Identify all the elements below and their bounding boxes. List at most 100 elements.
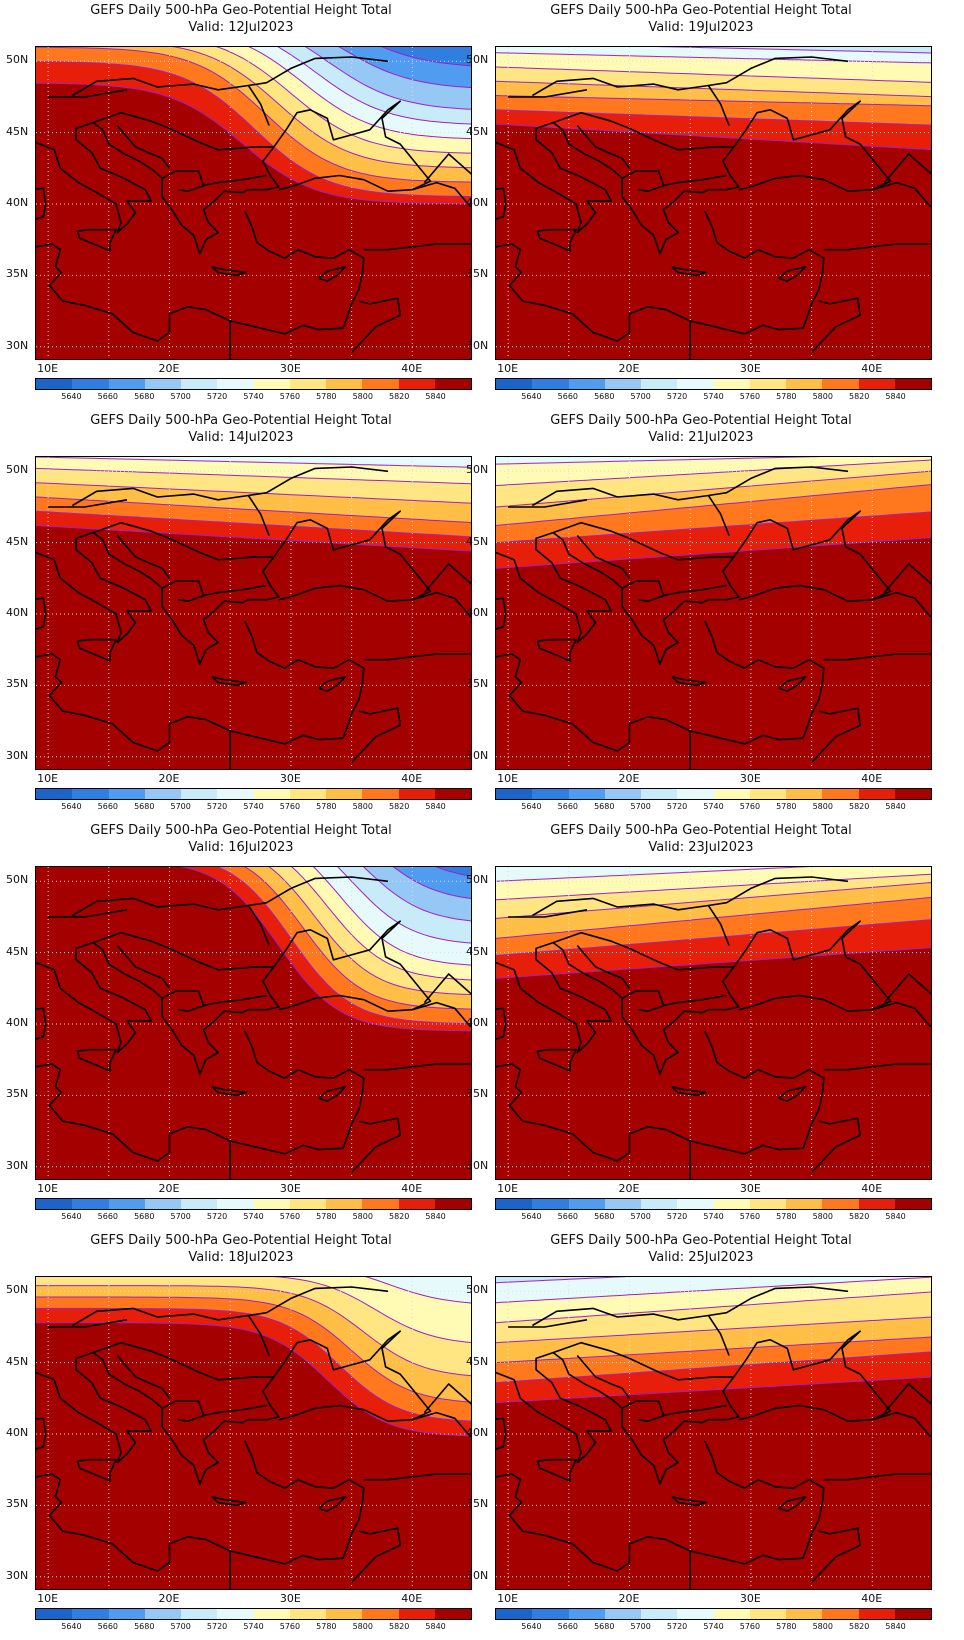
colorbar-label: 5740 <box>703 1212 724 1221</box>
colorbar-label: 5780 <box>776 1212 797 1221</box>
colorbar-swatch <box>822 1609 859 1619</box>
colorbar-label: 5800 <box>352 392 373 401</box>
coastline <box>883 973 931 1004</box>
colorbar-label: 5700 <box>630 1622 651 1631</box>
coastline <box>92 931 274 971</box>
coastline <box>496 941 613 1054</box>
lat-label: 30N <box>6 338 29 352</box>
coastline <box>92 920 432 1075</box>
colorbar-label: 5720 <box>206 1212 228 1221</box>
colorbar-swatch <box>398 789 435 799</box>
colorbar-swatch <box>713 1609 750 1619</box>
lon-label: 40E <box>861 1182 883 1195</box>
colorbar-label: 5700 <box>630 392 651 401</box>
colorbar-label: 5820 <box>848 1212 870 1221</box>
colorbar-label: 5680 <box>594 1212 615 1221</box>
colorbar-swatch <box>253 379 290 389</box>
height-band <box>496 457 931 486</box>
colorbar-label: 5680 <box>134 1212 155 1221</box>
coastline <box>211 1496 247 1507</box>
height-band <box>36 47 471 66</box>
coastline <box>707 905 730 946</box>
coastline <box>552 111 734 151</box>
coastline <box>552 1341 734 1381</box>
coastline <box>423 1383 471 1414</box>
lat-label: 50N <box>466 53 489 67</box>
colorbar-label: 5840 <box>425 392 446 401</box>
lat-label: 40N <box>466 1426 489 1439</box>
coastline <box>247 495 270 536</box>
colorbar-swatch <box>786 789 823 799</box>
lat-label: 45N <box>6 1354 29 1368</box>
coastline <box>247 905 270 946</box>
colorbar-label: 5780 <box>316 1212 337 1221</box>
height-field <box>496 1277 931 1589</box>
colorbar-label: 5660 <box>97 1622 119 1631</box>
colorbar-swatch <box>36 1609 73 1619</box>
coastline <box>671 266 707 277</box>
colorbar-label: 5800 <box>352 802 373 811</box>
coastline <box>48 499 128 508</box>
coastline <box>76 1458 117 1482</box>
coastline <box>496 653 804 752</box>
coastline <box>811 1117 861 1173</box>
contour-line <box>291 867 471 981</box>
colorbar-swatch <box>496 1609 533 1619</box>
colorbar-label: 5840 <box>885 1622 906 1631</box>
lon-label: 10E <box>497 1592 519 1605</box>
colorbar-label: 5660 <box>557 1622 579 1631</box>
coastline <box>363 1063 471 1071</box>
contour-line <box>172 47 471 169</box>
coastline <box>671 676 707 687</box>
colorbar-swatch <box>749 1609 786 1619</box>
colorbar-swatch <box>858 379 895 389</box>
coastline <box>496 1473 804 1572</box>
colorbar-labels: 5640 5660 5680 5700 5720 5740 5760 5780 5800 5820… <box>495 1622 932 1634</box>
colorbar-label: 5720 <box>206 802 228 811</box>
panel-title: GEFS Daily 500-hPa Geo-Potential Height … <box>550 823 852 838</box>
colorbar-swatch <box>894 789 931 799</box>
coastline <box>552 1330 892 1485</box>
contour-line <box>496 109 931 126</box>
contour-line <box>496 1376 931 1404</box>
colorbar-label: 5760 <box>739 1622 761 1631</box>
coastline <box>244 1440 365 1559</box>
contour-line <box>36 47 471 183</box>
colorbar-swatch <box>894 379 931 389</box>
colorbar-swatch <box>36 379 73 389</box>
contour-line <box>496 1336 931 1364</box>
colorbar-swatch <box>326 1199 363 1209</box>
colorbar-swatch <box>496 789 533 799</box>
colorbar-swatch <box>181 1609 218 1619</box>
contour-line <box>496 95 931 107</box>
height-band <box>496 47 931 53</box>
lon-label: 10E <box>37 1182 59 1195</box>
map-panel: GEFS Daily 500-hPa Geo-Potential Height … <box>0 1230 482 1640</box>
colorbar-swatch <box>858 789 895 799</box>
colorbar-swatch <box>289 379 326 389</box>
colorbar-labels: 5640 5660 5680 5700 5720 5740 5760 5780 5800 5820… <box>35 802 472 814</box>
lat-label: 45N <box>466 124 489 138</box>
map-area <box>495 1276 932 1590</box>
height-field <box>496 47 931 359</box>
colorbar-swatch <box>289 1609 326 1619</box>
lat-label: 30N <box>466 1568 489 1582</box>
colorbar-label: 5640 <box>521 392 542 401</box>
colorbar <box>35 378 472 390</box>
colorbar-swatch <box>641 379 678 389</box>
colorbar-swatch <box>108 1199 145 1209</box>
colorbar-swatch <box>108 789 145 799</box>
colorbar-swatch <box>144 789 181 799</box>
coastline <box>531 1286 849 1327</box>
panel-title: GEFS Daily 500-hPa Geo-Potential Height … <box>550 3 852 18</box>
height-band <box>36 47 471 88</box>
colorbar-label: 5820 <box>848 1622 870 1631</box>
colorbar-label: 5820 <box>388 1622 410 1631</box>
colorbar-labels: 5640 5660 5680 5700 5720 5740 5760 5780 5800 5820… <box>495 802 932 814</box>
colorbar-swatch <box>326 789 363 799</box>
coastline <box>637 1414 665 1422</box>
lon-label: 40E <box>401 772 423 785</box>
height-field <box>36 47 471 359</box>
lon-label: 10E <box>497 772 519 785</box>
colorbar-swatch <box>568 379 605 389</box>
